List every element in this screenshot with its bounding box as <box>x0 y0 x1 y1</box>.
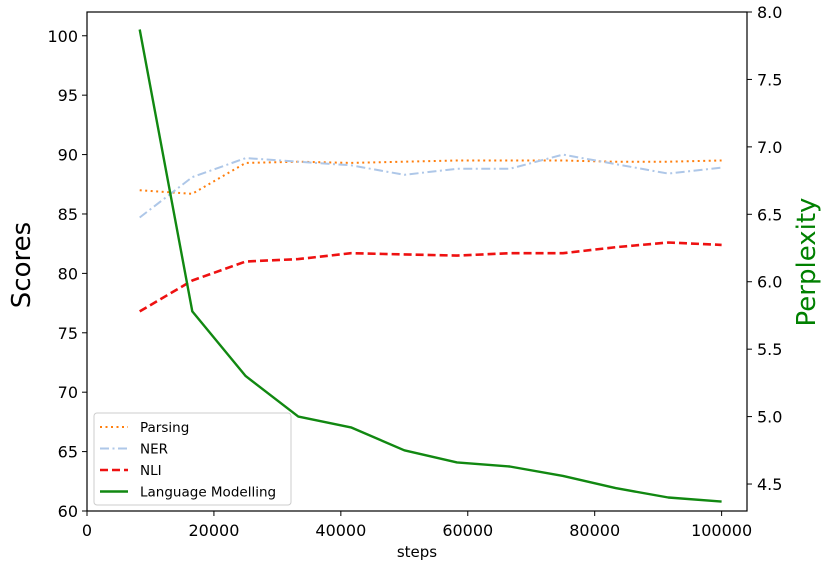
legend-entry: Language Modelling <box>140 485 276 501</box>
series-line-ner <box>139 153 722 219</box>
y-tick-label-left: 65 <box>58 443 78 462</box>
y-tick-label-right: 4.5 <box>757 475 782 494</box>
series-line-nli <box>139 241 722 313</box>
y-tick-label-right: 7.5 <box>757 70 782 89</box>
y-tick-label-right: 6.5 <box>757 205 782 224</box>
x-axis-title: steps <box>397 543 437 561</box>
y-axis-left: 60 65 70 75 80 85 90 95 100 <box>47 27 87 521</box>
y-tick-label-left: 95 <box>58 86 78 105</box>
legend-entry: NLI <box>140 463 162 479</box>
y-tick-label-left: 100 <box>47 27 78 46</box>
x-tick-label: 0 <box>82 521 92 540</box>
series-layer <box>138 29 722 503</box>
y-tick-label-left: 60 <box>58 502 78 521</box>
y-axis-right: 4.5 5.0 5.5 6.0 6.5 7.0 7.5 8.0 <box>747 3 782 494</box>
y-tick-label-right: 8.0 <box>757 3 782 22</box>
y-axis-title-left: Scores <box>7 222 37 308</box>
plot-frame <box>86 11 748 512</box>
x-tick-label: 40000 <box>315 521 366 540</box>
x-tick-label: 80000 <box>569 521 620 540</box>
x-tick-label: 100000 <box>691 521 752 540</box>
y-tick-label-left: 70 <box>58 383 78 402</box>
y-tick-label-left: 85 <box>58 205 78 224</box>
x-axis: 0 20000 40000 60000 80000 100000 <box>82 511 752 540</box>
y-tick-label-right: 7.0 <box>757 138 782 157</box>
x-tick-label: 60000 <box>442 521 493 540</box>
x-tick-label: 20000 <box>188 521 239 540</box>
y-tick-label-left: 90 <box>58 146 78 165</box>
y-tick-label-left: 75 <box>58 324 78 343</box>
legend-entry: Parsing <box>140 420 189 436</box>
y-axis-title-right: Perplexity <box>792 198 822 327</box>
plot-border <box>86 11 748 512</box>
y-tick-label-left: 80 <box>58 264 78 283</box>
series-line-language-modelling <box>138 29 722 503</box>
y-tick-label-right: 5.0 <box>757 408 782 427</box>
legend-entry: NER <box>140 442 168 458</box>
legend-box <box>93 412 292 506</box>
y-tick-label-right: 6.0 <box>757 273 782 292</box>
y-tick-label-right: 5.5 <box>757 340 782 359</box>
legend: Parsing NER NLI Language Modelling <box>93 412 292 506</box>
